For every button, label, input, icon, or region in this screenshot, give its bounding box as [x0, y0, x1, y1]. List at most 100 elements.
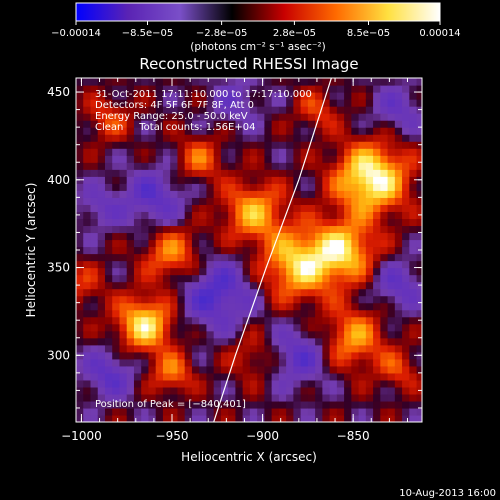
- heatmap-cell: [126, 92, 135, 100]
- heatmap-cell: [133, 127, 142, 135]
- heatmap-cell: [315, 337, 323, 346]
- heatmap-cell: [373, 393, 381, 402]
- heatmap-cell: [329, 113, 338, 121]
- heatmap-cell: [148, 316, 157, 325]
- heatmap-cell: [199, 323, 208, 332]
- heatmap-cell: [220, 274, 229, 283]
- heatmap-cell: [206, 106, 215, 114]
- heatmap-cell: [387, 281, 396, 290]
- heatmap-cell: [409, 323, 418, 332]
- heatmap-cell: [293, 204, 302, 212]
- heatmap-cell: [300, 183, 309, 191]
- heatmap-cell: [264, 414, 273, 422]
- heatmap-cell: [213, 351, 222, 360]
- heatmap-cell: [235, 309, 244, 318]
- heatmap-cell: [126, 260, 135, 269]
- heatmap-cell: [155, 351, 164, 360]
- heatmap-cell: [365, 260, 374, 269]
- heatmap-cell: [235, 176, 244, 184]
- heatmap-cell: [119, 176, 128, 184]
- heatmap-cell: [141, 225, 150, 234]
- heatmap-cell: [155, 218, 164, 227]
- heatmap-cell: [133, 407, 142, 416]
- heatmap-cell: [329, 414, 338, 422]
- heatmap-cell: [170, 267, 179, 276]
- heatmap-cell: [402, 295, 410, 304]
- heatmap-cell: [322, 260, 331, 269]
- heatmap-cell: [170, 372, 179, 381]
- annotation-detectors: Detectors: 4F 5F 6F 7F 8F, Att 0: [95, 100, 254, 111]
- heatmap-cell: [76, 127, 84, 135]
- heatmap-cell: [307, 183, 316, 191]
- heatmap-cell: [264, 365, 273, 374]
- heatmap-cell: [206, 148, 215, 156]
- heatmap-cell: [155, 386, 164, 395]
- y-tick-label: 450: [47, 85, 70, 99]
- heatmap-cell: [394, 281, 403, 290]
- heatmap-cell: [402, 274, 410, 283]
- heatmap-cell: [257, 232, 265, 241]
- heatmap-cell: [199, 120, 208, 128]
- heatmap-cell: [278, 120, 287, 128]
- heatmap-cell: [76, 400, 84, 409]
- heatmap-cell: [170, 365, 179, 374]
- heatmap-cell: [76, 232, 84, 241]
- heatmap-cell: [264, 162, 273, 170]
- heatmap-cell: [97, 162, 106, 170]
- heatmap-cell: [271, 141, 280, 149]
- heatmap-cell: [155, 197, 164, 205]
- heatmap-cell: [307, 92, 316, 100]
- heatmap-cell: [380, 148, 389, 156]
- heatmap-cell: [199, 393, 208, 402]
- heatmap-cell: [322, 386, 331, 395]
- heatmap-cell: [155, 309, 164, 318]
- heatmap-cell: [293, 141, 302, 149]
- heatmap-cell: [191, 225, 200, 234]
- heatmap-cell: [177, 169, 186, 177]
- heatmap-cell: [162, 190, 171, 198]
- heatmap-cell: [271, 344, 280, 353]
- heatmap-cell: [380, 309, 389, 318]
- heatmap-cell: [358, 197, 367, 205]
- heatmap-cell: [416, 218, 422, 227]
- heatmap-cell: [90, 120, 99, 128]
- heatmap-cell: [97, 183, 106, 191]
- heatmap-cell: [148, 330, 157, 339]
- heatmap-cell: [293, 330, 302, 339]
- heatmap-cell: [315, 281, 323, 290]
- heatmap-cell: [402, 393, 410, 402]
- heatmap-cell: [119, 281, 128, 290]
- heatmap-cell: [148, 176, 157, 184]
- heatmap-cell: [119, 197, 128, 205]
- heatmap-cell: [184, 134, 193, 142]
- heatmap-cell: [307, 337, 316, 346]
- heatmap-cell: [307, 344, 316, 353]
- heatmap-cell: [199, 225, 208, 234]
- heatmap-cell: [213, 106, 222, 114]
- heatmap-cell: [228, 365, 237, 374]
- heatmap-cell: [416, 169, 422, 177]
- heatmap-cell: [293, 190, 302, 198]
- heatmap-cell: [278, 407, 287, 416]
- heatmap-cell: [351, 218, 360, 227]
- heatmap-cell: [257, 295, 265, 304]
- heatmap-cell: [416, 344, 422, 353]
- heatmap-cell: [155, 85, 164, 93]
- heatmap-cell: [133, 316, 142, 325]
- heatmap-cell: [148, 323, 157, 332]
- heatmap-cell: [402, 267, 410, 276]
- heatmap-cell: [83, 295, 92, 304]
- heatmap-cell: [90, 386, 99, 395]
- heatmap-cell: [141, 99, 150, 107]
- heatmap-cell: [322, 246, 331, 255]
- heatmap-cell: [162, 372, 171, 381]
- heatmap-cell: [206, 344, 215, 353]
- heatmap-cell: [329, 330, 338, 339]
- heatmap-cell: [184, 253, 193, 262]
- heatmap-cell: [170, 344, 179, 353]
- heatmap-cell: [112, 232, 121, 241]
- heatmap-cell: [220, 407, 229, 416]
- heatmap-cell: [249, 99, 258, 107]
- heatmap-cell: [206, 316, 215, 325]
- heatmap-cell: [162, 309, 171, 318]
